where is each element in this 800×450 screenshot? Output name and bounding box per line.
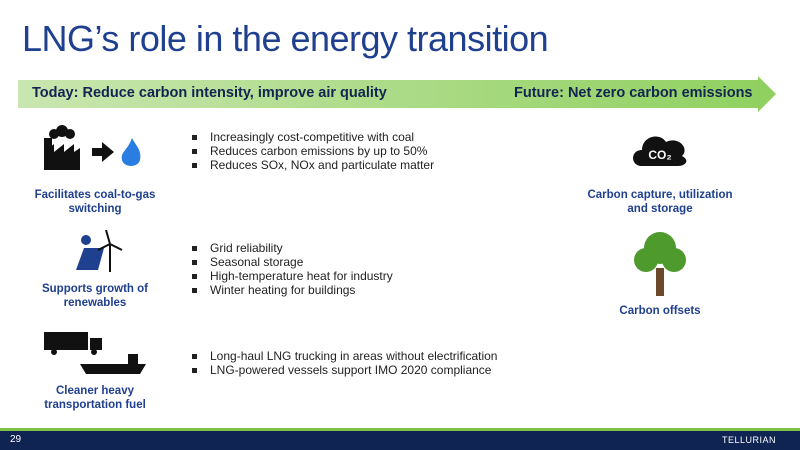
bullet: Winter heating for buildings <box>190 283 393 297</box>
solar-wind-icon <box>76 230 123 272</box>
bullet: Reduces SOx, NOx and particulate matter <box>190 158 434 172</box>
bullet-list: Long-haul LNG trucking in areas without … <box>190 349 497 377</box>
row-label: Cleaner heavy transportation fuel <box>44 385 146 411</box>
tree-icon <box>634 232 686 296</box>
logo: TELLURIAN <box>722 435 777 445</box>
truck-ship-icon <box>44 332 146 374</box>
bullet-list: Increasingly cost-competitive with coal … <box>190 130 434 172</box>
arrow-shape <box>18 76 776 112</box>
cloud-text: CO₂ <box>648 148 671 162</box>
bullet: High-temperature heat for industry <box>190 269 393 283</box>
future-heading: Future: Net zero carbon emissions <box>514 85 753 101</box>
bullet: Reduces carbon emissions by up to 50% <box>190 144 434 158</box>
bullet: Increasingly cost-competitive with coal <box>190 130 434 144</box>
bullet: Grid reliability <box>190 241 393 255</box>
row-label: Supports growth of renewables <box>41 283 149 309</box>
factory-gas-icon <box>44 125 141 170</box>
future-label: Carbon offsets <box>619 305 701 317</box>
bullet-list: Grid reliability Seasonal storage High-t… <box>190 241 393 297</box>
footer-bar: 29 TELLURIAN <box>0 428 800 450</box>
arrow-banner <box>18 76 776 112</box>
bullet: Seasonal storage <box>190 255 393 269</box>
row-label: Facilitates coal-to-gas switching <box>34 189 156 215</box>
co2-cloud-icon: CO₂ <box>633 136 687 166</box>
page-number: 29 <box>10 434 22 445</box>
bullet: LNG-powered vessels support IMO 2020 com… <box>190 363 497 377</box>
bullet: Long-haul LNG trucking in areas without … <box>190 349 497 363</box>
future-label: Carbon capture, utilization and storage <box>587 189 733 215</box>
slide-title: LNG’s role in the energy transition <box>22 18 549 59</box>
today-heading: Today: Reduce carbon intensity, improve … <box>32 85 387 101</box>
